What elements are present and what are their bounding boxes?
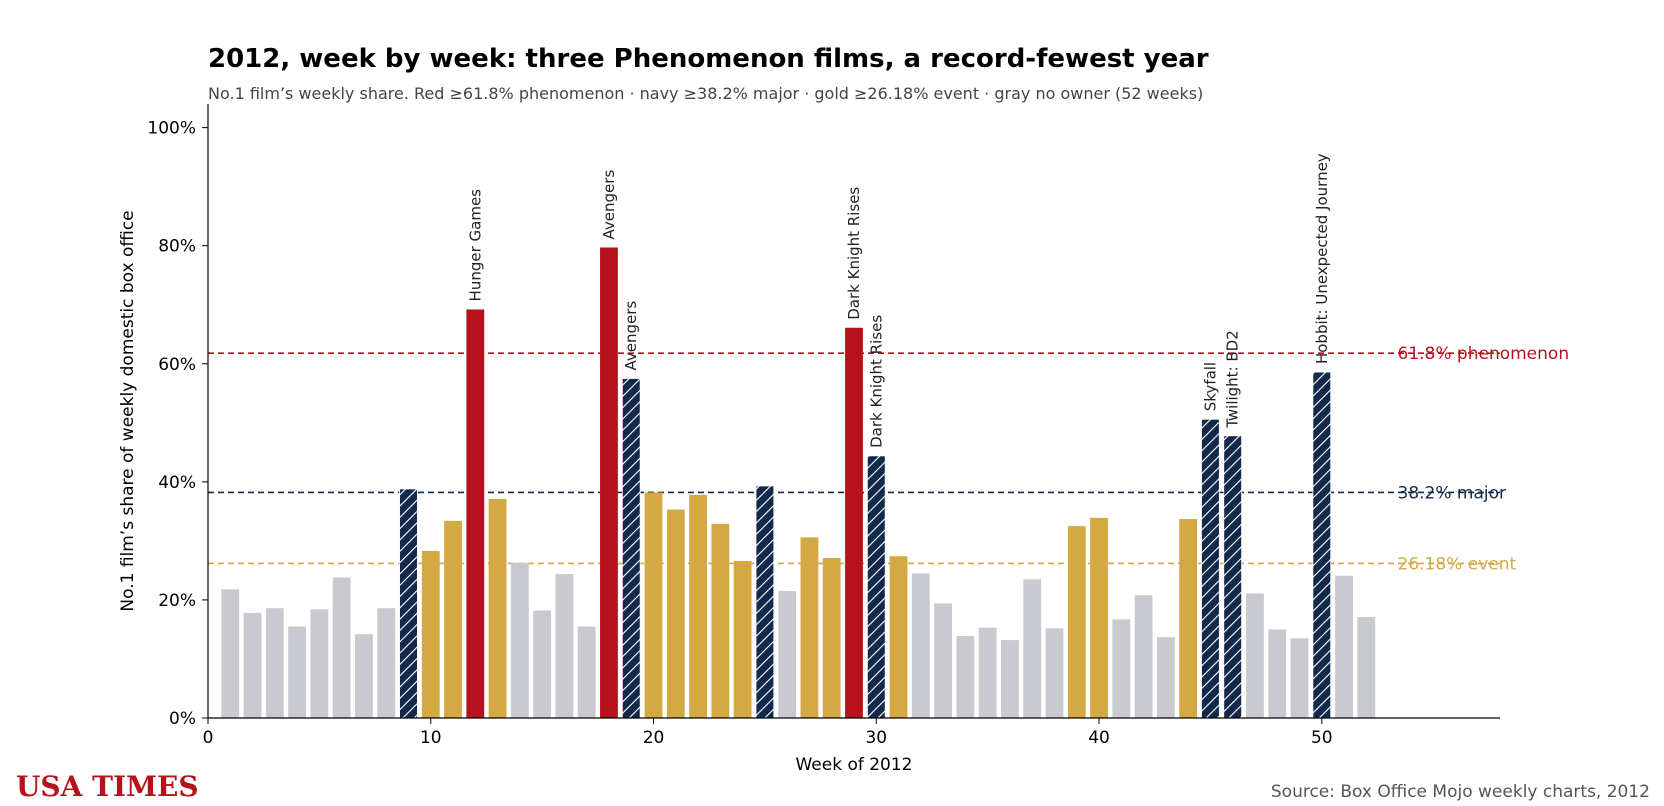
bar-week-47 <box>1246 593 1264 718</box>
bar-week-5 <box>310 609 329 718</box>
annotation-week-30: Dark Knight Rises <box>867 315 885 448</box>
annotation-week-46: Twilight: BD2 <box>1224 330 1242 429</box>
bar-week-38 <box>1045 628 1064 718</box>
bar-week-33 <box>934 603 953 718</box>
bar-week-14 <box>510 562 529 718</box>
bar-week-41 <box>1112 619 1131 718</box>
bar-week-6 <box>332 577 351 718</box>
y-tick-label: 0% <box>169 709 196 729</box>
y-tick-label: 80% <box>158 237 196 257</box>
bar-week-15 <box>533 610 552 718</box>
bar-week-24 <box>733 560 752 718</box>
brand-logo: USA TIMES <box>16 770 199 803</box>
chart-subtitle: No.1 film’s weekly share. Red ≥61.8% phe… <box>208 84 1204 103</box>
source-note: Source: Box Office Mojo weekly charts, 2… <box>1270 782 1650 802</box>
bar-week-23 <box>711 523 730 718</box>
x-tick-label: 0 <box>203 728 214 748</box>
bar-week-31 <box>889 556 908 718</box>
bar-week-40 <box>1090 517 1108 718</box>
bar-week-8 <box>377 608 396 718</box>
bar-week-37 <box>1023 579 1042 718</box>
y-axis-label: No.1 film’s share of weekly domestic box… <box>118 210 138 611</box>
bar-week-16 <box>555 573 574 718</box>
bar-week-29 <box>845 327 863 718</box>
bar-week-46 <box>1223 435 1242 719</box>
bar-week-19 <box>621 378 641 719</box>
annotation-week-12: Hunger Games <box>466 189 484 302</box>
y-tick-label: 100% <box>147 119 196 139</box>
bar-week-34 <box>956 635 975 718</box>
bar-week-30 <box>866 455 886 719</box>
x-tick-label: 30 <box>865 728 887 748</box>
annotation-week-50: Hobbit: Unexpected Journey <box>1313 153 1331 364</box>
threshold-label-phenomenon: 61.8% phenomenon <box>1398 344 1570 364</box>
bar-week-13 <box>488 498 507 718</box>
bar-week-42 <box>1134 595 1153 718</box>
bar-week-51 <box>1335 575 1353 718</box>
bar-week-18 <box>600 247 618 719</box>
bar-week-10 <box>421 550 440 718</box>
x-tick-label: 50 <box>1311 728 1333 748</box>
bar-week-22 <box>689 494 707 718</box>
y-tick-label: 20% <box>158 591 196 611</box>
bar-week-11 <box>444 520 462 718</box>
axes <box>207 104 1500 719</box>
bar-week-45 <box>1201 418 1220 719</box>
tick-labels: 0 10 20 30 40 50 0% 20% 40% 60% 80% 100% <box>147 119 1332 748</box>
bar-week-52 <box>1357 617 1376 718</box>
bar-week-28 <box>822 558 841 718</box>
bar-annotations: Hunger Games Avengers Avengers Dark Knight … <box>466 153 1330 448</box>
x-tick-label: 10 <box>420 728 442 748</box>
x-tick-label: 20 <box>643 728 665 748</box>
threshold-label-event: 26.18% event <box>1398 554 1517 574</box>
bar-week-4 <box>288 626 307 718</box>
bar-week-3 <box>265 608 284 718</box>
bar-week-1 <box>221 589 240 718</box>
bar-week-44 <box>1179 519 1198 718</box>
bar-week-17 <box>577 626 596 718</box>
annotation-week-18: Avengers <box>600 170 618 240</box>
chart-title: 2012, week by week: three Phenomenon fil… <box>208 44 1209 74</box>
annotation-week-29: Dark Knight Rises <box>845 187 863 320</box>
bar-week-9 <box>399 488 418 719</box>
bar-week-7 <box>355 634 373 718</box>
bar-week-49 <box>1290 638 1309 718</box>
bar-week-35 <box>978 627 997 718</box>
bar-week-43 <box>1156 637 1175 718</box>
bar-week-27 <box>800 537 819 718</box>
bar-week-26 <box>778 591 797 718</box>
bar-week-20 <box>644 492 663 718</box>
bar-week-2 <box>243 612 262 718</box>
x-axis-label: Week of 2012 <box>795 755 912 775</box>
bars <box>221 247 1376 719</box>
annotation-week-45: Skyfall <box>1201 362 1219 411</box>
y-tick-label: 40% <box>158 473 196 493</box>
bar-week-12 <box>466 309 485 718</box>
annotation-week-19: Avengers <box>622 301 640 371</box>
bar-week-21 <box>666 509 685 718</box>
bar-week-32 <box>911 573 930 718</box>
bar-week-36 <box>1001 640 1019 718</box>
bar-week-50 <box>1312 371 1332 719</box>
bar-week-39 <box>1067 526 1086 718</box>
threshold-label-major: 38.2% major <box>1398 483 1507 503</box>
bar-week-25 <box>755 485 775 719</box>
y-tick-label: 60% <box>158 355 196 375</box>
bar-week-48 <box>1268 629 1287 718</box>
x-tick-label: 40 <box>1088 728 1110 748</box>
